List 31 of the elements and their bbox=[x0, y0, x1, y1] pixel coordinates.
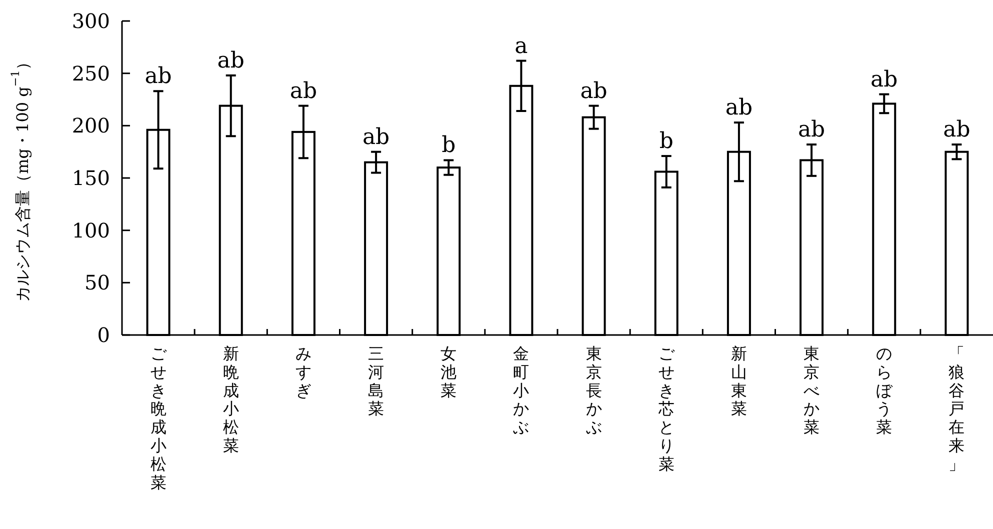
annotation: ab bbox=[144, 64, 172, 90]
x-tick-label: ごせき芯とり菜 bbox=[658, 344, 674, 474]
annotation: b bbox=[442, 133, 456, 158]
y-tick-label: 150 bbox=[72, 166, 110, 190]
x-tick-label: みすぎ bbox=[295, 344, 312, 400]
x-tick-label: 女池菜 bbox=[440, 344, 457, 400]
annotation: ab bbox=[217, 48, 244, 74]
annotation: ab bbox=[362, 124, 390, 150]
y-tick-label: 200 bbox=[72, 114, 110, 138]
annotation: ab bbox=[870, 67, 898, 92]
x-tick-label: のらぼう菜 bbox=[876, 344, 892, 437]
x-tick-label: 東京べか菜 bbox=[804, 344, 820, 437]
x-tick-label: 新山東菜 bbox=[730, 344, 747, 418]
y-tick-label: 250 bbox=[72, 61, 110, 86]
x-tick-label: 東京長かぶ bbox=[586, 344, 602, 437]
x-tick-label: 金町小かぶ bbox=[513, 344, 530, 437]
y-tick-label: 50 bbox=[84, 270, 110, 295]
y-tick-label: 300 bbox=[72, 9, 110, 33]
annotation: ab bbox=[290, 78, 318, 104]
annotation: ab bbox=[798, 118, 826, 143]
annotation: ab bbox=[943, 118, 970, 143]
annotation: ab bbox=[580, 78, 608, 104]
x-tick-label: 「狼谷戸在来」 bbox=[948, 344, 965, 474]
y-tick-label: 100 bbox=[72, 218, 110, 242]
x-tick-label: 新晩成小松菜 bbox=[222, 344, 239, 455]
annotation: a bbox=[514, 34, 528, 59]
y-tick-label: 0 bbox=[97, 323, 110, 347]
x-tick-label: ごせき晩成小松菜 bbox=[150, 344, 166, 492]
annotation: ab bbox=[725, 96, 753, 121]
annotation: b bbox=[659, 129, 674, 154]
x-tick-label: 三河島菜 bbox=[368, 344, 384, 418]
